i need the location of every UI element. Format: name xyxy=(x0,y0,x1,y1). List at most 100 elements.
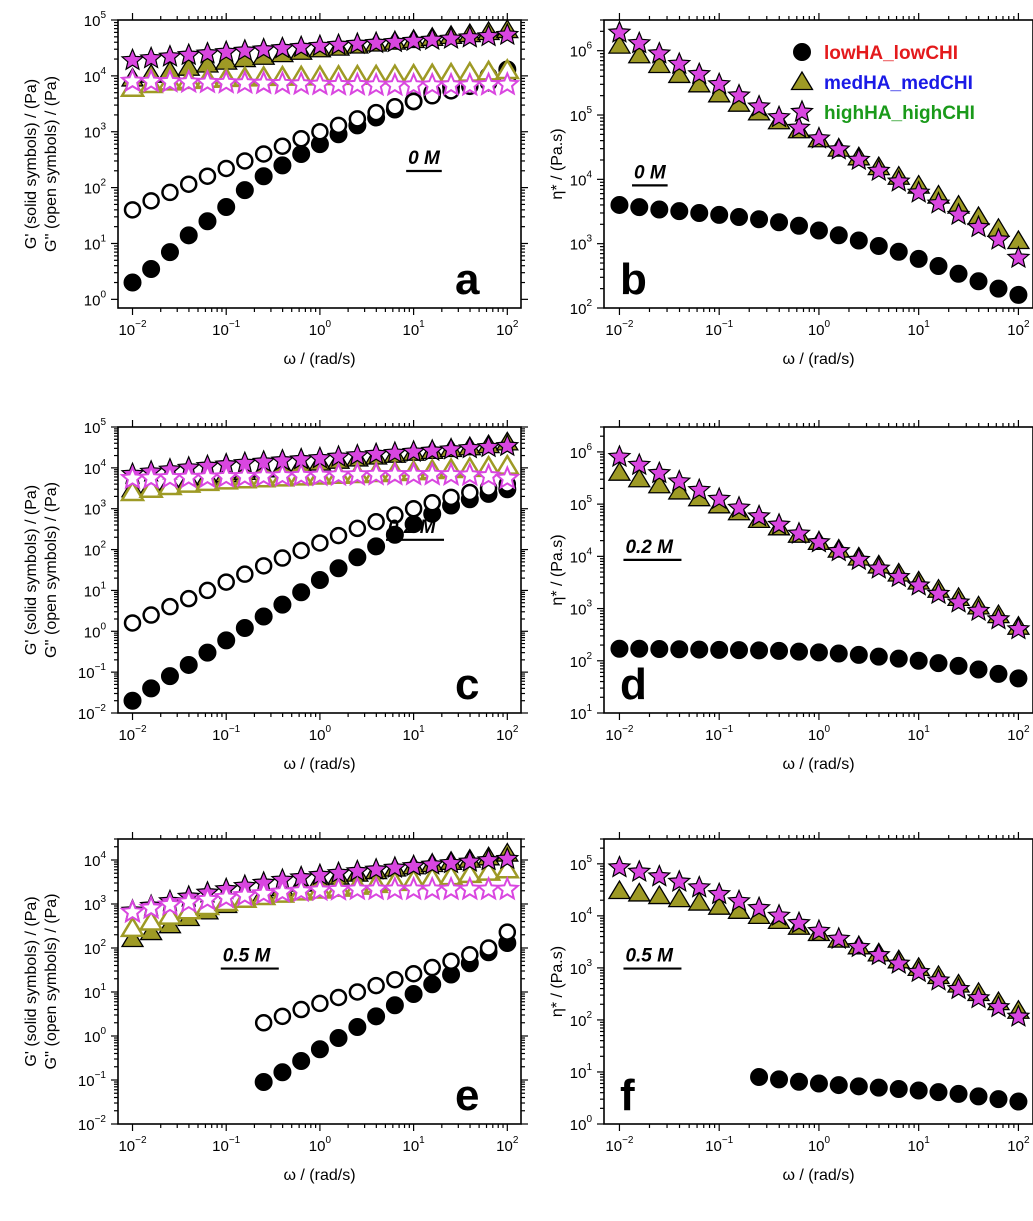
data-point xyxy=(138,909,164,931)
x-axis-label: ω / (rad/s) xyxy=(283,351,355,368)
y-tick-label: 103 xyxy=(84,122,107,142)
series-highHA_highCHI xyxy=(607,20,1031,269)
data-point xyxy=(292,1052,311,1071)
data-point xyxy=(727,888,751,912)
data-point xyxy=(273,1007,292,1026)
data-point xyxy=(404,92,423,111)
data-point xyxy=(929,1083,948,1102)
data-point xyxy=(292,129,310,148)
data-point xyxy=(909,651,928,670)
data-point xyxy=(179,175,198,193)
data-point xyxy=(345,442,370,466)
data-point xyxy=(789,1072,808,1091)
data-point xyxy=(254,607,273,626)
data-point xyxy=(404,964,423,983)
data-point xyxy=(627,30,652,54)
data-point xyxy=(787,521,811,544)
data-point xyxy=(787,115,811,139)
data-point xyxy=(989,664,1008,683)
data-point xyxy=(929,654,948,673)
data-point xyxy=(367,537,386,556)
y-tick-label: 10−2 xyxy=(78,1114,107,1134)
data-point xyxy=(457,435,482,459)
data-point xyxy=(120,47,145,71)
data-point xyxy=(809,1074,828,1093)
x-tick-label: 102 xyxy=(496,319,519,339)
x-tick-label: 10−1 xyxy=(212,319,241,339)
data-point xyxy=(929,256,948,275)
data-point xyxy=(767,104,791,128)
series-highHA_highCHI xyxy=(607,854,1031,1027)
data-point xyxy=(176,42,201,66)
y-tick-label: 102 xyxy=(84,938,107,958)
data-point xyxy=(382,29,407,53)
y-tick-label: 100 xyxy=(84,621,107,641)
data-point xyxy=(826,926,851,950)
data-point xyxy=(909,249,928,268)
y-tick-label: 102 xyxy=(84,178,107,198)
x-tick-label: 101 xyxy=(402,1135,425,1155)
data-point xyxy=(770,213,789,232)
data-point xyxy=(846,934,871,958)
data-point xyxy=(439,437,464,460)
x-tick-label: 101 xyxy=(402,319,425,339)
series-lowHA_lowCHI-loss xyxy=(254,923,517,1032)
data-point xyxy=(329,1029,348,1048)
data-point xyxy=(949,264,968,283)
y-tick-label: 100 xyxy=(570,1114,593,1134)
legend-triangle-icon xyxy=(790,70,814,91)
data-point xyxy=(909,1081,928,1100)
data-point xyxy=(475,462,502,488)
x-tick-label: 102 xyxy=(1007,724,1030,744)
data-point xyxy=(179,226,198,245)
y-axis-label-loss: G'' (open symbols) / (Pa) xyxy=(43,894,60,1070)
data-point xyxy=(123,614,142,632)
data-point xyxy=(607,34,632,54)
data-point xyxy=(386,970,404,989)
data-point xyxy=(235,181,254,200)
series-highHA_highCHI-loss xyxy=(119,461,521,490)
data-point xyxy=(627,882,651,902)
data-point xyxy=(236,565,254,583)
x-tick-label: 10−1 xyxy=(212,1135,241,1155)
data-point xyxy=(457,849,482,872)
data-point xyxy=(292,541,310,560)
data-point xyxy=(946,590,971,613)
x-tick-label: 102 xyxy=(1007,1135,1030,1155)
x-axis-label: ω / (rad/s) xyxy=(782,1167,854,1184)
data-point xyxy=(348,519,367,538)
data-point xyxy=(461,483,479,502)
legend: lowHA_lowCHI medHA_medCHI highHA_highCHI xyxy=(790,43,975,124)
data-point xyxy=(329,988,348,1007)
legend-item-medHA_medCHI: medHA_medCHI xyxy=(790,70,973,94)
data-point xyxy=(119,898,146,924)
data-point xyxy=(926,191,951,214)
data-point xyxy=(806,126,831,149)
data-point xyxy=(607,879,632,900)
data-point xyxy=(707,881,732,905)
data-point xyxy=(386,98,404,116)
data-point xyxy=(382,440,407,464)
data-point xyxy=(1009,669,1028,688)
data-point xyxy=(494,464,521,490)
data-point xyxy=(846,147,871,171)
y-axis-label-loss: G'' (open symbols) / (Pa) xyxy=(43,76,60,252)
data-point xyxy=(345,31,370,55)
data-point xyxy=(630,639,649,658)
data-point xyxy=(382,855,407,879)
data-point xyxy=(494,70,521,96)
data-point xyxy=(1009,285,1028,304)
series-highHA_highCHI-storage xyxy=(120,22,520,71)
data-point xyxy=(770,1070,789,1089)
data-point xyxy=(217,197,236,216)
data-point xyxy=(707,895,731,915)
y-tick-label: 104 xyxy=(570,169,593,189)
data-point xyxy=(401,28,426,52)
data-point xyxy=(667,63,691,84)
data-point xyxy=(457,24,482,48)
data-point xyxy=(198,643,217,662)
y-tick-label: 102 xyxy=(570,1010,593,1030)
data-point xyxy=(386,506,404,524)
data-point xyxy=(727,495,751,518)
x-tick-label: 10−2 xyxy=(605,1135,634,1155)
